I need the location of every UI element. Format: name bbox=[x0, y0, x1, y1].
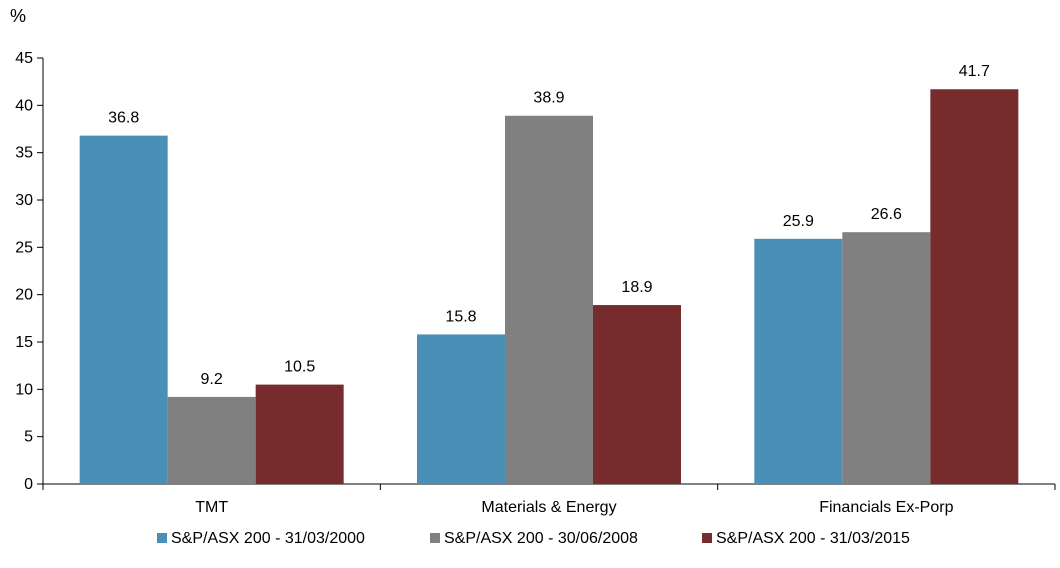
data-label: 10.5 bbox=[284, 359, 315, 376]
data-label: 15.8 bbox=[445, 308, 476, 325]
x-tick-label: TMT bbox=[195, 499, 228, 516]
data-label: 26.6 bbox=[871, 206, 902, 223]
y-tick-label: 10 bbox=[15, 381, 33, 398]
y-tick-label: 5 bbox=[24, 429, 33, 446]
data-label: 18.9 bbox=[621, 279, 652, 296]
y-tick-label: 15 bbox=[15, 334, 33, 351]
y-tick-label: 25 bbox=[15, 239, 33, 256]
x-tick-label: Materials & Energy bbox=[481, 499, 616, 516]
x-tick-label: Financials Ex-Porp bbox=[819, 499, 953, 516]
y-tick-label: 20 bbox=[15, 287, 33, 304]
legend-label: S&P/ASX 200 - 31/03/2015 bbox=[716, 530, 910, 547]
bar bbox=[79, 135, 168, 485]
legend-label: S&P/ASX 200 - 30/06/2008 bbox=[444, 530, 638, 547]
y-tick-label: 35 bbox=[15, 145, 33, 162]
data-label: 9.2 bbox=[201, 371, 223, 388]
bars bbox=[79, 89, 1019, 485]
data-label: 41.7 bbox=[959, 63, 990, 80]
legend-label: S&P/ASX 200 - 31/03/2000 bbox=[171, 530, 365, 547]
bar bbox=[930, 89, 1019, 485]
legend-swatch bbox=[702, 533, 712, 543]
data-labels: 36.8 9.2 10.5 15.8 38.9 18.9 25.9 26.6 41.7 bbox=[108, 63, 990, 388]
bar bbox=[417, 334, 505, 484]
bar bbox=[505, 115, 593, 484]
legend-swatch bbox=[430, 533, 440, 543]
axes: 0 5 10 15 20 25 30 35 40 45 TMT Materials & Energy F… bbox=[15, 50, 1056, 516]
y-tick-label: 45 bbox=[15, 50, 33, 67]
data-label: 25.9 bbox=[783, 213, 814, 230]
y-tick-label: 40 bbox=[15, 97, 33, 114]
data-label: 36.8 bbox=[108, 110, 139, 127]
bar bbox=[167, 396, 256, 484]
y-tick-label: 0 bbox=[24, 476, 33, 493]
data-label: 38.9 bbox=[533, 90, 564, 107]
y-axis-unit-label: % bbox=[10, 6, 26, 26]
legend-swatch bbox=[157, 533, 167, 543]
bar bbox=[842, 232, 931, 484]
legend: S&P/ASX 200 - 31/03/2000 S&P/ASX 200 - 30… bbox=[157, 530, 910, 547]
bar bbox=[754, 238, 843, 484]
y-tick-label: 30 bbox=[15, 192, 33, 209]
bar bbox=[593, 305, 681, 484]
bar bbox=[255, 384, 344, 484]
